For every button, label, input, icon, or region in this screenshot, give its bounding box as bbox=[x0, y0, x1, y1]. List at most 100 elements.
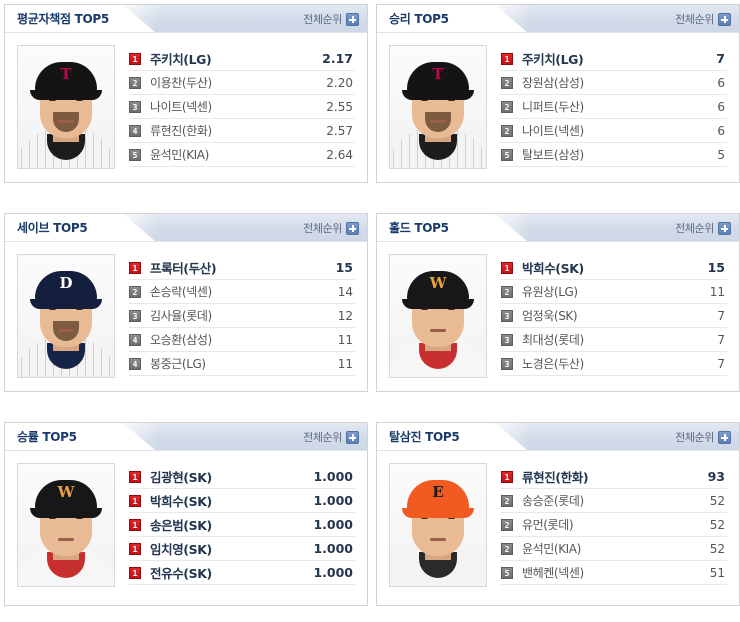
ranking-row[interactable]: 2 니퍼트(두산) 6 bbox=[501, 95, 727, 119]
portrait-cap bbox=[407, 271, 469, 303]
stat-value: 51 bbox=[709, 565, 725, 580]
player-name: 송은범(SK) bbox=[150, 518, 212, 533]
panel-title: 탈삼진 TOP5 bbox=[389, 430, 460, 444]
ranking-row[interactable]: 5 밴헤켄(넥센) 51 bbox=[501, 561, 727, 585]
panel-title: 승률 TOP5 bbox=[17, 430, 77, 444]
rank-badge: 1 bbox=[501, 52, 513, 65]
portrait-cap bbox=[35, 271, 97, 303]
ranking-row[interactable]: 1 주키치(LG) 7 bbox=[501, 47, 727, 71]
ranking-row[interactable]: 5 탈보트(삼성) 5 bbox=[501, 143, 727, 167]
ranking-row[interactable]: 3 김사율(롯데) 12 bbox=[129, 304, 355, 328]
ranking-row[interactable]: 2 송승준(롯데) 52 bbox=[501, 489, 727, 513]
stat-panel: 평균자책점 TOP5 전체순위 T 1 주키치(LG) 2.17 2 이용찬(두산) 2.20 3… bbox=[4, 4, 368, 183]
ranking-row[interactable]: 3 최대성(롯데) 7 bbox=[501, 328, 727, 352]
ranking-row[interactable]: 2 윤석민(KIA) 52 bbox=[501, 537, 727, 561]
player-name: 최대성(롯데) bbox=[522, 333, 584, 347]
player-photo: W bbox=[17, 463, 115, 587]
player-portrait-주키치: T bbox=[18, 46, 114, 168]
full-ranking-label: 전체순위 bbox=[675, 222, 714, 235]
full-ranking-link[interactable]: 전체순위 bbox=[303, 5, 359, 32]
ranking-row[interactable]: 1 전유수(SK) 1.000 bbox=[129, 561, 355, 585]
ranking-row[interactable]: 1 박희수(SK) 15 bbox=[501, 256, 727, 280]
plus-icon bbox=[718, 221, 731, 235]
full-ranking-link[interactable]: 전체순위 bbox=[675, 214, 731, 241]
stat-value: 1.000 bbox=[313, 517, 353, 532]
ranking-row[interactable]: 2 나이트(넥센) 6 bbox=[501, 119, 727, 143]
ranking-row[interactable]: 1 류현진(한화) 93 bbox=[501, 465, 727, 489]
rank-badge: 1 bbox=[129, 542, 141, 555]
ranking-row[interactable]: 3 엄정욱(SK) 7 bbox=[501, 304, 727, 328]
rank-badge: 1 bbox=[129, 52, 141, 65]
full-ranking-label: 전체순위 bbox=[303, 13, 342, 26]
full-ranking-link[interactable]: 전체순위 bbox=[303, 214, 359, 241]
ranking-row[interactable]: 2 이용찬(두산) 2.20 bbox=[129, 71, 355, 95]
rank-badge: 5 bbox=[501, 148, 513, 161]
stat-value: 7 bbox=[717, 332, 725, 347]
plus-icon bbox=[718, 430, 731, 444]
player-name: 김광현(SK) bbox=[150, 470, 212, 485]
panel-header: 홀드 TOP5 전체순위 bbox=[377, 214, 739, 242]
player-photo: E bbox=[389, 463, 487, 587]
rank-badge: 3 bbox=[501, 333, 513, 346]
ranking-list: 1 주키치(LG) 7 2 장원삼(삼성) 6 2 니퍼트(두산) 6 2 나이트(넥센) 6 5 탈보트… bbox=[501, 45, 727, 169]
rank-badge: 2 bbox=[501, 518, 513, 531]
rank-badge: 2 bbox=[501, 542, 513, 555]
plus-icon bbox=[718, 12, 731, 26]
stat-value: 93 bbox=[707, 469, 725, 484]
rank-badge: 1 bbox=[129, 518, 141, 531]
portrait-cap-brim bbox=[402, 90, 474, 100]
portrait-cap-logo: W bbox=[429, 274, 447, 292]
player-name: 장원삼(삼성) bbox=[522, 76, 584, 90]
ranking-row[interactable]: 4 류현진(한화) 2.57 bbox=[129, 119, 355, 143]
ranking-row[interactable]: 5 윤석민(KIA) 2.64 bbox=[129, 143, 355, 167]
player-name: 윤석민(KIA) bbox=[522, 542, 581, 556]
ranking-row[interactable]: 3 노경은(두산) 7 bbox=[501, 352, 727, 376]
ranking-row[interactable]: 1 임치영(SK) 1.000 bbox=[129, 537, 355, 561]
ranking-row[interactable]: 1 주키치(LG) 2.17 bbox=[129, 47, 355, 71]
ranking-row[interactable]: 4 오승환(삼성) 11 bbox=[129, 328, 355, 352]
plus-icon bbox=[346, 221, 359, 235]
panel-title: 홀드 TOP5 bbox=[389, 221, 449, 235]
rank-badge: 2 bbox=[501, 285, 513, 298]
full-ranking-label: 전체순위 bbox=[675, 431, 714, 444]
rank-badge: 3 bbox=[501, 309, 513, 322]
full-ranking-link[interactable]: 전체순위 bbox=[675, 423, 731, 450]
plus-icon bbox=[346, 430, 359, 444]
full-ranking-link[interactable]: 전체순위 bbox=[675, 5, 731, 32]
portrait-cap-brim bbox=[30, 508, 102, 518]
ranking-row[interactable]: 2 유먼(롯데) 52 bbox=[501, 513, 727, 537]
portrait-mouth bbox=[58, 329, 74, 332]
rank-badge: 1 bbox=[129, 566, 141, 579]
ranking-row[interactable]: 2 장원삼(삼성) 6 bbox=[501, 71, 727, 95]
stat-panel: 탈삼진 TOP5 전체순위 E 1 류현진(한화) 93 2 송승준(롯데) 52 2 유먼(롯데)… bbox=[376, 422, 740, 606]
portrait-cap-brim bbox=[30, 90, 102, 100]
player-name: 탈보트(삼성) bbox=[522, 148, 584, 162]
portrait-mouth bbox=[430, 120, 446, 123]
ranking-row[interactable]: 1 프록터(두산) 15 bbox=[129, 256, 355, 280]
full-ranking-link[interactable]: 전체순위 bbox=[303, 423, 359, 450]
stat-value: 6 bbox=[717, 123, 725, 138]
portrait-cap-logo: T bbox=[432, 65, 444, 83]
stat-value: 52 bbox=[709, 541, 725, 556]
ranking-list: 1 류현진(한화) 93 2 송승준(롯데) 52 2 유먼(롯데) 52 2 윤석민(KIA) 52… bbox=[501, 463, 727, 587]
ranking-row[interactable]: 1 김광현(SK) 1.000 bbox=[129, 465, 355, 489]
ranking-row[interactable]: 2 손승락(넥센) 14 bbox=[129, 280, 355, 304]
stat-value: 11 bbox=[337, 356, 353, 371]
ranking-row[interactable]: 1 박희수(SK) 1.000 bbox=[129, 489, 355, 513]
panel-header: 승률 TOP5 전체순위 bbox=[5, 423, 367, 451]
ranking-row[interactable]: 1 송은범(SK) 1.000 bbox=[129, 513, 355, 537]
rank-badge: 3 bbox=[129, 100, 141, 113]
player-portrait-김광현: W bbox=[18, 464, 114, 586]
portrait-cap-logo: E bbox=[432, 483, 444, 501]
ranking-list: 1 김광현(SK) 1.000 1 박희수(SK) 1.000 1 송은범(SK) 1.000 1… bbox=[129, 463, 355, 587]
player-name: 류현진(한화) bbox=[522, 470, 589, 485]
ranking-row[interactable]: 2 유원상(LG) 11 bbox=[501, 280, 727, 304]
stat-value: 2.20 bbox=[326, 75, 353, 90]
player-name: 손승락(넥센) bbox=[150, 285, 212, 299]
panel-title: 평균자책점 TOP5 bbox=[17, 12, 109, 26]
ranking-row[interactable]: 4 봉중근(LG) 11 bbox=[129, 352, 355, 376]
player-name: 유먼(롯데) bbox=[522, 518, 574, 532]
ranking-row[interactable]: 3 나이트(넥센) 2.55 bbox=[129, 95, 355, 119]
stat-panel: 세이브 TOP5 전체순위 D 1 프록터(두산) 15 2 손승락(넥센) 14 3 김사율(롯데… bbox=[4, 213, 368, 392]
panel-body: W 1 박희수(SK) 15 2 유원상(LG) 11 3 엄정욱(SK) 7 3 최대성(롯데) 7 3… bbox=[377, 242, 739, 378]
